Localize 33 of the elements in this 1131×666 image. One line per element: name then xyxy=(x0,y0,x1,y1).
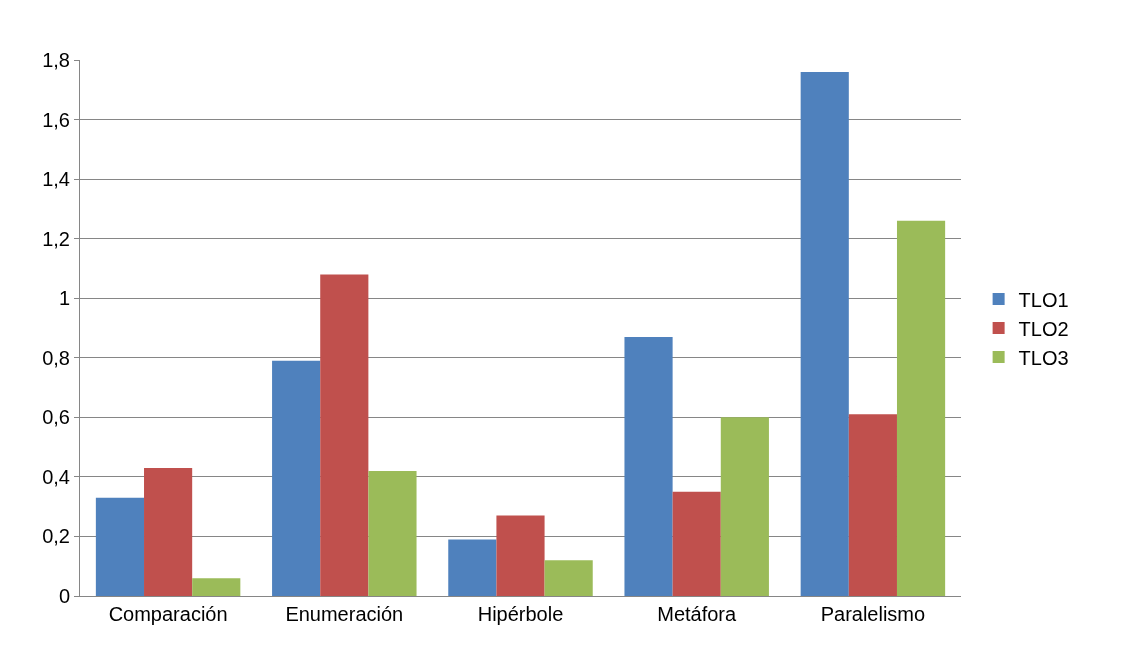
x-tick-label: Paralelismo xyxy=(820,603,926,625)
bar xyxy=(192,578,241,596)
bar xyxy=(624,336,673,596)
bar xyxy=(448,539,497,596)
bar xyxy=(720,417,769,596)
x-tick-label: Enumeración xyxy=(285,603,404,625)
bar xyxy=(672,491,721,596)
bar xyxy=(368,470,417,596)
y-tick-label: 0,8 xyxy=(42,346,70,369)
bar xyxy=(272,360,321,596)
legend-label: TLO2 xyxy=(1018,317,1069,340)
bar xyxy=(496,515,545,596)
bar xyxy=(848,414,897,596)
bar xyxy=(144,467,193,596)
x-tick-label: Metáfora xyxy=(657,603,738,625)
y-tick-label: 1,2 xyxy=(42,227,70,250)
bar xyxy=(896,220,946,596)
y-tick-label: 0,2 xyxy=(42,525,70,548)
bar xyxy=(544,560,593,596)
legend-label: TLO1 xyxy=(1018,288,1069,311)
y-tick-label: 1,8 xyxy=(42,49,70,71)
legend-label: TLO3 xyxy=(1018,346,1069,369)
bar xyxy=(320,274,369,596)
y-tick-label: 1,6 xyxy=(42,108,70,131)
y-tick-label: 0,4 xyxy=(42,465,70,488)
bar xyxy=(800,71,849,596)
bar xyxy=(95,497,145,596)
y-tick-label: 0 xyxy=(58,585,70,607)
y-tick-label: 0,6 xyxy=(42,406,70,429)
x-tick-label: Comparación xyxy=(108,603,228,625)
y-tick-label: 1 xyxy=(58,287,70,310)
y-tick-label: 1,4 xyxy=(42,168,70,191)
x-tick-label: Hipérbole xyxy=(477,603,564,625)
